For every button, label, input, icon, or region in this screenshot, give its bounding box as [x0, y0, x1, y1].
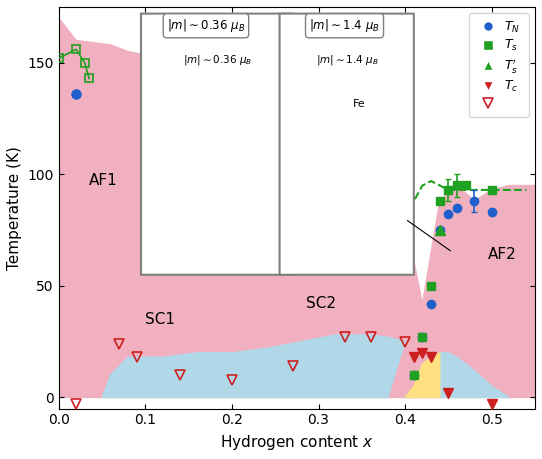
Text: AF1: AF1	[89, 174, 118, 189]
$T_N$	[471, 198, 478, 204]
Text: AF2: AF2	[487, 247, 516, 262]
$T_N$	[428, 301, 434, 307]
$T_c$	[116, 341, 122, 347]
Polygon shape	[405, 185, 535, 397]
Text: $|m| \sim 0.36\ \mu_B$: $|m| \sim 0.36\ \mu_B$	[167, 17, 245, 34]
$T_s$	[419, 335, 425, 340]
Legend: $T_N$, $T_s$, $T_s'$, $T_c$  , : $T_N$, $T_s$, $T_s'$, $T_c$ ,	[469, 13, 529, 117]
$T_s$	[436, 198, 443, 204]
$T_s$	[454, 183, 460, 188]
$T_c$	[289, 364, 296, 369]
$T_c$	[229, 377, 235, 382]
Text: Fe: Fe	[353, 99, 366, 109]
$T_N$	[436, 227, 443, 233]
$T_N$	[419, 335, 425, 340]
Polygon shape	[102, 335, 405, 397]
Text: SC2: SC2	[306, 296, 335, 311]
FancyBboxPatch shape	[141, 14, 293, 275]
$T_N$	[73, 91, 79, 97]
X-axis label: Hydrogen content $x$: Hydrogen content $x$	[220, 433, 374, 452]
$T_N$	[454, 205, 460, 211]
Line: $T_N$: $T_N$	[72, 90, 496, 379]
$T_c$	[341, 335, 348, 340]
$T_c$	[133, 354, 140, 360]
$T_s$	[445, 187, 451, 193]
Line: $T_s$: $T_s$	[410, 181, 496, 379]
$T_s$	[428, 283, 434, 289]
$T_c$	[177, 372, 183, 378]
Text: $|m| \sim 0.36\ \mu_B$: $|m| \sim 0.36\ \mu_B$	[183, 53, 252, 67]
$T_c$	[402, 339, 409, 344]
$T_N$	[410, 372, 417, 378]
Polygon shape	[405, 353, 440, 397]
Line: $T_c$: $T_c$	[71, 332, 410, 409]
$T_s$	[410, 372, 417, 378]
Polygon shape	[59, 18, 414, 397]
$T_N$	[488, 209, 495, 215]
Text: SC1: SC1	[145, 312, 176, 327]
Text: $|m| \sim 1.4\ \mu_B$: $|m| \sim 1.4\ \mu_B$	[309, 17, 380, 34]
Polygon shape	[405, 353, 509, 397]
Text: $|m| \sim 1.4\ \mu_B$: $|m| \sim 1.4\ \mu_B$	[315, 53, 378, 67]
$T_c$	[367, 335, 374, 340]
Y-axis label: Temperature (K): Temperature (K)	[7, 146, 22, 270]
$T_c$	[73, 402, 79, 407]
$T_N$	[445, 212, 451, 217]
$T_s$	[462, 183, 469, 188]
FancyBboxPatch shape	[280, 14, 414, 275]
$T_s$	[488, 187, 495, 193]
